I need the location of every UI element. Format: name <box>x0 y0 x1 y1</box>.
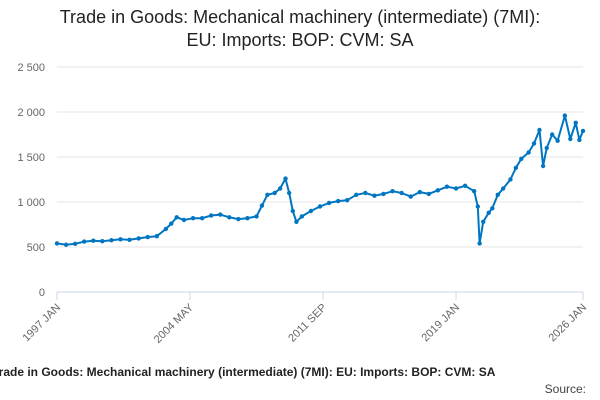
data-point[interactable] <box>580 128 586 134</box>
chart-footer: Trade in Goods: Mechanical machinery (in… <box>0 362 600 400</box>
x-axis: 1997 JAN 2004 MAY 2011 SEP 2019 JAN 2026 JAN <box>20 291 589 346</box>
data-point[interactable] <box>477 241 482 246</box>
data-point[interactable] <box>277 186 283 191</box>
data-point[interactable] <box>272 190 277 196</box>
data-point[interactable] <box>540 163 546 169</box>
data-point[interactable] <box>475 204 480 209</box>
y-axis-labels: 0 500 1 000 1 500 2 000 2 500 <box>17 62 45 299</box>
data-point[interactable] <box>363 190 368 196</box>
data-point[interactable] <box>462 183 468 188</box>
data-point[interactable] <box>577 137 582 143</box>
data-point[interactable] <box>555 138 560 143</box>
y-tick-label: 1 500 <box>17 152 45 164</box>
data-point[interactable] <box>236 216 241 222</box>
data-point[interactable] <box>294 219 299 224</box>
data-point[interactable] <box>127 237 132 242</box>
data-point[interactable] <box>335 198 341 204</box>
y-tick-label: 500 <box>27 242 45 254</box>
data-point[interactable] <box>354 192 359 197</box>
data-point[interactable] <box>549 132 555 137</box>
data-point[interactable] <box>453 186 459 191</box>
data-point[interactable] <box>500 186 506 191</box>
data-point[interactable] <box>190 216 196 221</box>
data-point[interactable] <box>345 198 350 203</box>
data-point[interactable] <box>100 238 105 244</box>
data-point[interactable] <box>519 156 524 161</box>
data-point[interactable] <box>317 204 323 209</box>
data-point[interactable] <box>259 203 265 208</box>
data-point[interactable] <box>537 127 542 133</box>
data-point[interactable] <box>568 136 573 142</box>
data-point[interactable] <box>508 177 513 182</box>
x-tick-label: 2004 MAY <box>152 301 197 346</box>
data-point[interactable] <box>145 234 150 240</box>
series-line <box>56 114 584 246</box>
data-point[interactable] <box>283 176 288 181</box>
data-point[interactable] <box>199 216 205 221</box>
data-point[interactable] <box>118 237 123 242</box>
data-point[interactable] <box>254 214 259 219</box>
data-point[interactable] <box>227 215 232 220</box>
y-tick-label: 2 500 <box>17 62 45 74</box>
data-point[interactable] <box>218 212 223 217</box>
data-point[interactable] <box>526 150 531 155</box>
footer-title: Trade in Goods: Mechanical machinery (in… <box>0 365 496 379</box>
data-point[interactable] <box>390 189 395 194</box>
y-tick-label: 0 <box>39 287 45 299</box>
data-point[interactable] <box>154 234 159 239</box>
data-point[interactable] <box>417 189 422 195</box>
data-point[interactable] <box>481 219 486 224</box>
data-point[interactable] <box>435 188 441 193</box>
data-point[interactable] <box>265 192 270 197</box>
data-point[interactable] <box>181 217 187 223</box>
data-point[interactable] <box>245 216 250 221</box>
data-point[interactable] <box>109 238 114 243</box>
y-tick-label: 2 000 <box>17 107 45 119</box>
data-point[interactable] <box>174 215 179 220</box>
data-point[interactable] <box>208 213 214 218</box>
data-point[interactable] <box>426 191 432 197</box>
data-point[interactable] <box>91 238 96 243</box>
data-point[interactable] <box>486 210 491 215</box>
x-tick-label: 2026 JAN <box>546 302 589 345</box>
data-point[interactable] <box>290 208 295 214</box>
data-point[interactable] <box>286 190 292 196</box>
x-tick-label: 2019 JAN <box>420 302 463 345</box>
data-point[interactable] <box>495 192 500 197</box>
data-point[interactable] <box>399 190 404 196</box>
data-point[interactable] <box>490 206 495 211</box>
data-point[interactable] <box>326 200 332 206</box>
data-point[interactable] <box>308 208 314 214</box>
chart-title-line-1: Trade in Goods: Mechanical machinery (in… <box>59 7 541 27</box>
data-point[interactable] <box>408 194 413 199</box>
data-point[interactable] <box>444 184 450 189</box>
data-point[interactable] <box>72 241 78 247</box>
grid-lines <box>57 66 583 248</box>
chart-title: Trade in Goods: Mechanical machinery (in… <box>0 6 600 52</box>
footer-source: Source: <box>544 382 586 396</box>
data-point[interactable] <box>299 214 305 219</box>
data-point[interactable] <box>471 189 477 194</box>
data-point[interactable] <box>562 113 568 118</box>
data-point[interactable] <box>573 120 578 126</box>
series-layer <box>54 113 586 247</box>
chart-title-line-2: EU: Imports: BOP: CVM: SA <box>186 30 414 50</box>
y-tick-label: 1 000 <box>17 197 45 209</box>
data-point[interactable] <box>169 221 174 226</box>
x-tick-label: 1997 JAN <box>20 302 63 345</box>
data-point[interactable] <box>381 191 386 197</box>
data-point[interactable] <box>54 241 60 246</box>
data-point[interactable] <box>544 145 549 151</box>
data-point[interactable] <box>136 236 141 241</box>
data-point[interactable] <box>372 193 377 198</box>
data-point[interactable] <box>63 242 69 247</box>
data-point[interactable] <box>531 141 537 146</box>
data-point[interactable] <box>82 239 87 244</box>
x-tick-label: 2011 SEP <box>286 302 329 345</box>
data-point[interactable] <box>163 226 169 232</box>
data-point[interactable] <box>513 165 519 170</box>
